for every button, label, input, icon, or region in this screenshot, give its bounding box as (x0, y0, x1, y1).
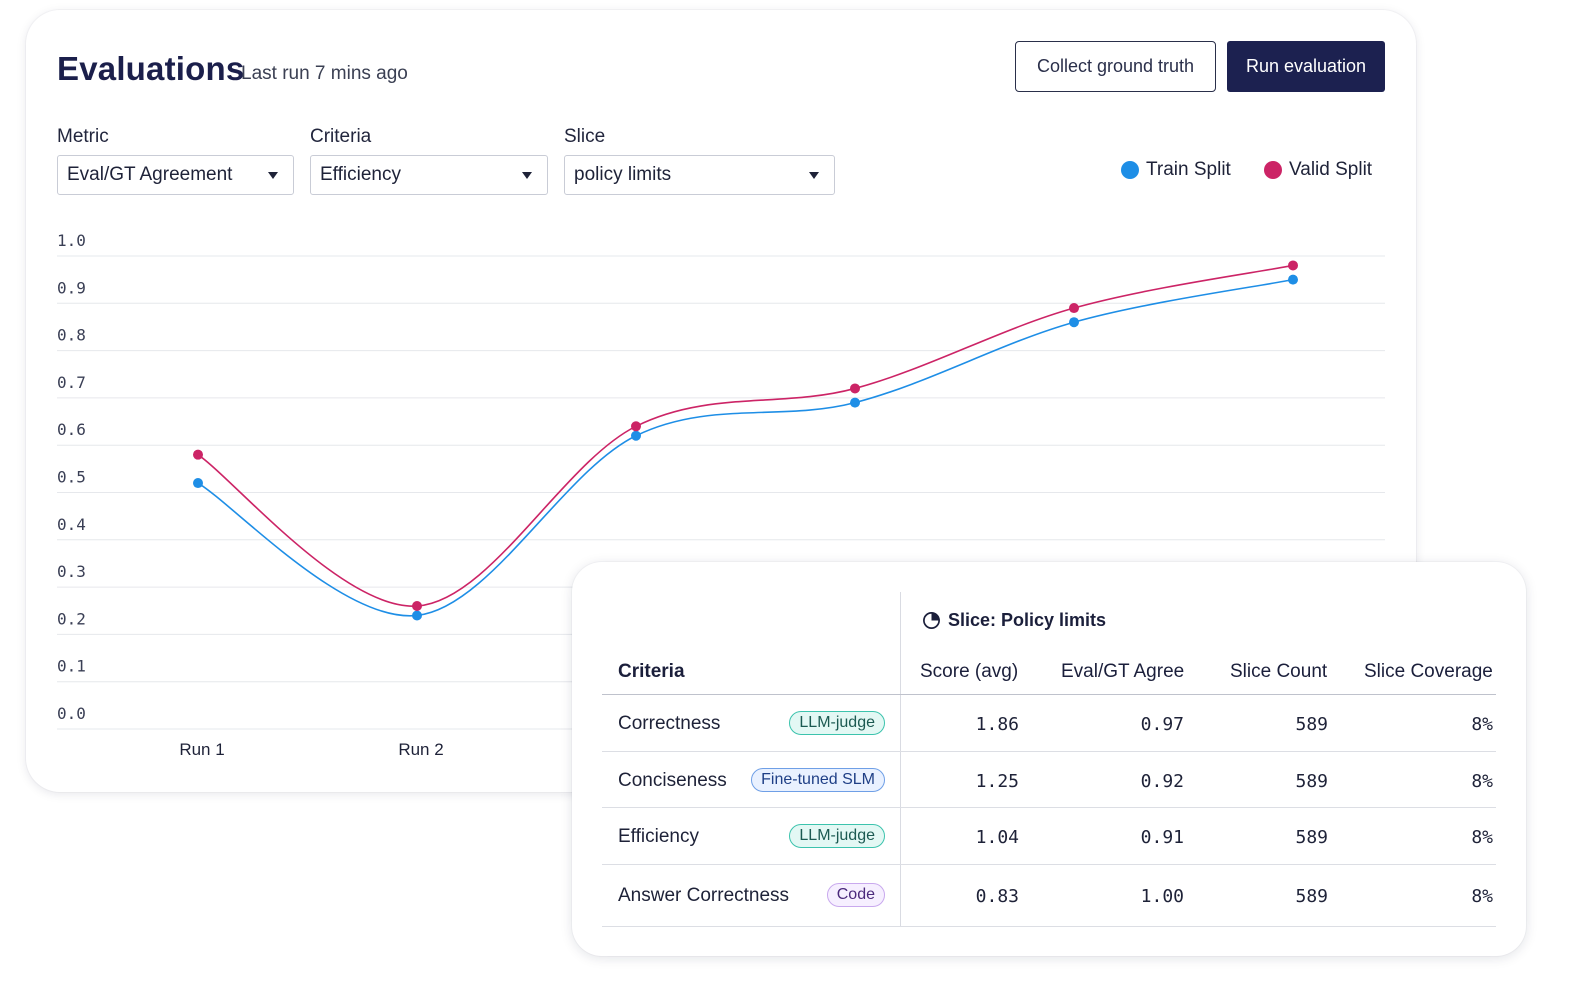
slice-count: 589 (1295, 771, 1328, 792)
x-tick-label: Run 2 (398, 740, 443, 759)
legend-label-valid: Valid Split (1289, 159, 1373, 180)
score-avg: 0.83 (975, 886, 1019, 907)
slice-coverage: 8% (1471, 771, 1493, 792)
eval-gt-agree: 0.97 (1140, 714, 1184, 735)
data-point-valid-split (412, 601, 422, 612)
slice-count: 589 (1295, 886, 1328, 907)
criteria-name: Correctness (618, 713, 721, 734)
row-divider (602, 807, 1496, 808)
row-divider (602, 926, 1496, 927)
series-line-valid-split (197, 264, 1294, 607)
y-tick-label: 0.0 (57, 704, 86, 723)
metric-select[interactable]: Eval/GT Agreement (57, 155, 294, 195)
slice-coverage: 8% (1471, 827, 1493, 848)
train-split-dot-icon (1121, 161, 1139, 179)
data-point-valid-split (1069, 303, 1079, 314)
criteria-type-badge: LLM-judge (789, 824, 885, 848)
y-tick-label: 0.7 (57, 373, 86, 392)
data-point-valid-split (1288, 260, 1298, 271)
criteria-name: Efficiency (618, 826, 699, 847)
page-title: Evaluations (57, 50, 245, 87)
valid-split-dot-icon (1264, 161, 1282, 179)
slice-label: Slice (564, 126, 606, 147)
criteria-name: Answer Correctness (618, 885, 790, 906)
column-header-coverage: Slice Coverage (1364, 661, 1493, 682)
y-tick-label: 0.9 (57, 278, 86, 297)
data-point-train-split (850, 397, 860, 408)
slice-heading: Slice: Policy limits (922, 610, 1106, 631)
criteria-name: Conciseness (618, 770, 727, 791)
slice-count: 589 (1295, 827, 1328, 848)
slice-select-value: policy limits (574, 164, 672, 185)
series-line-train-split (197, 278, 1294, 617)
x-tick-label: Run 1 (179, 740, 224, 759)
slice-count: 589 (1295, 714, 1328, 735)
chevron-down-icon (809, 172, 819, 179)
eval-gt-agree: 0.91 (1140, 827, 1184, 848)
column-header-count: Slice Count (1230, 661, 1328, 682)
criteria-type-badge: Code (826, 883, 885, 907)
y-tick-label: 0.4 (57, 515, 86, 534)
legend-label-train: Train Split (1146, 159, 1231, 180)
slice-select[interactable]: policy limits (564, 155, 835, 195)
pie-chart-icon (923, 612, 940, 629)
eval-gt-agree: 0.92 (1140, 771, 1184, 792)
table-divider (900, 592, 901, 926)
slice-table-card (572, 562, 1526, 956)
data-point-train-split (631, 430, 641, 441)
slice-heading-text: Slice: Policy limits (948, 610, 1107, 630)
y-tick-label: 0.2 (57, 609, 86, 628)
y-tick-label: 1.0 (57, 231, 86, 250)
chevron-down-icon (522, 172, 532, 179)
legend-item-valid-split: Valid Split (1264, 159, 1372, 181)
score-avg: 1.86 (975, 714, 1019, 735)
criteria-type-badge: LLM-judge (789, 711, 885, 735)
legend-item-train-split: Train Split (1121, 159, 1231, 181)
eval-gt-agree: 1.00 (1140, 886, 1184, 907)
y-tick-label: 0.5 (57, 468, 86, 487)
chevron-down-icon (268, 172, 278, 179)
data-point-valid-split (193, 449, 203, 460)
score-avg: 1.04 (975, 827, 1019, 848)
criteria-select[interactable]: Efficiency (310, 155, 548, 195)
criteria-type-badge: Fine-tuned SLM (751, 768, 885, 792)
slice-coverage: 8% (1471, 714, 1493, 735)
y-tick-label: 0.8 (57, 326, 86, 345)
metric-select-value: Eval/GT Agreement (67, 164, 233, 185)
data-point-train-split (1288, 274, 1298, 285)
run-evaluation-button[interactable]: Run evaluation (1227, 41, 1385, 92)
y-tick-label: 0.1 (57, 657, 86, 676)
table-header-divider (602, 694, 1496, 695)
y-tick-label: 0.6 (57, 420, 86, 439)
row-divider (602, 864, 1496, 865)
data-point-valid-split (850, 383, 860, 394)
data-point-valid-split (631, 421, 641, 432)
criteria-select-value: Efficiency (320, 164, 401, 185)
collect-ground-truth-button[interactable]: Collect ground truth (1015, 41, 1216, 92)
last-run-text: Last run 7 mins ago (241, 63, 408, 84)
metric-label: Metric (57, 126, 109, 147)
data-point-train-split (1069, 317, 1079, 328)
column-header-agree: Eval/GT Agree (1061, 661, 1185, 682)
slice-coverage: 8% (1471, 886, 1493, 907)
column-header-score: Score (avg) (920, 661, 1019, 682)
column-header-criteria: Criteria (618, 661, 685, 682)
y-tick-label: 0.3 (57, 562, 86, 581)
data-point-train-split (193, 478, 203, 489)
criteria-label: Criteria (310, 126, 372, 147)
row-divider (602, 751, 1496, 752)
score-avg: 1.25 (975, 771, 1019, 792)
data-point-train-split (412, 610, 422, 621)
